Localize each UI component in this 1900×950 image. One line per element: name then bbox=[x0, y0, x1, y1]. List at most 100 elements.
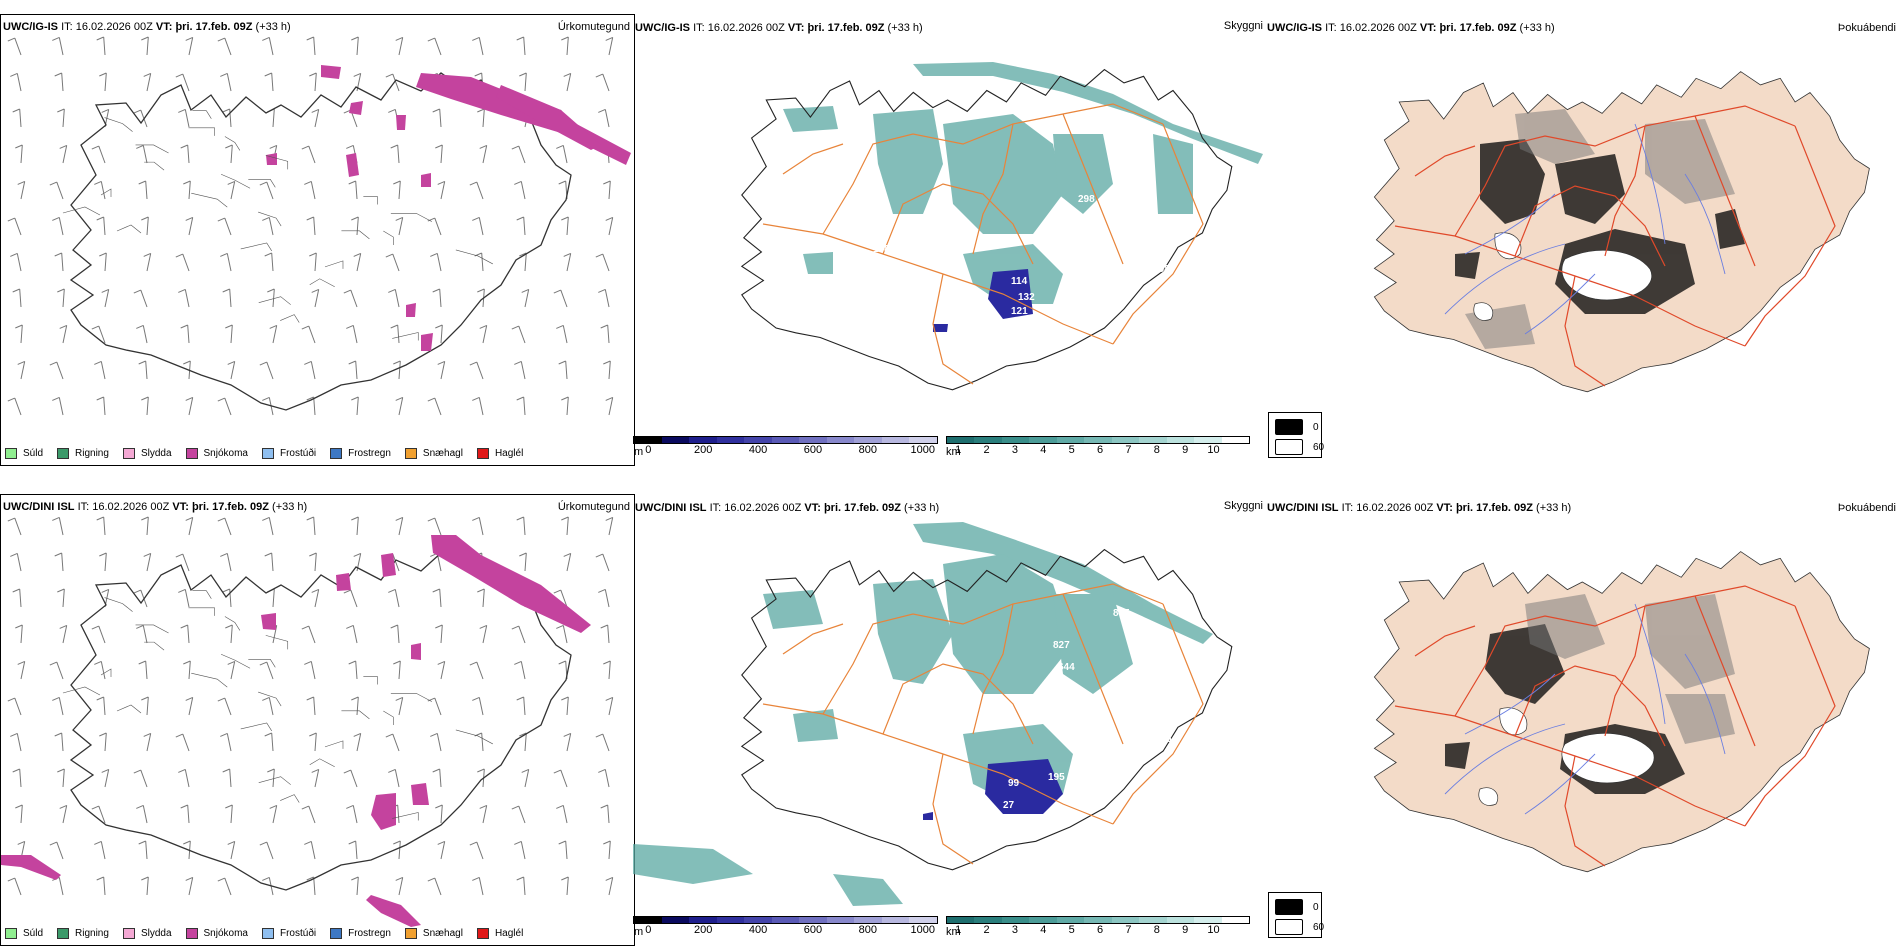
wind-barb-icon bbox=[259, 361, 267, 366]
wind-barb-icon bbox=[264, 252, 272, 257]
wind-barb-icon bbox=[19, 108, 22, 128]
legend-swatch bbox=[57, 448, 70, 459]
wind-barb-icon bbox=[511, 145, 519, 150]
wind-barb-icon bbox=[437, 180, 445, 185]
wind-barb-icon bbox=[141, 36, 149, 41]
wind-barb-icon bbox=[608, 697, 614, 716]
colorbar-tick-label: 7 bbox=[1125, 444, 1132, 456]
wind-barb-icon bbox=[229, 588, 232, 608]
wind-barb-icon bbox=[20, 181, 26, 200]
wind-barb-icon bbox=[605, 216, 613, 221]
wind-barb-icon bbox=[96, 396, 104, 401]
wind-barb-icon bbox=[182, 73, 190, 92]
wind-barb-icon bbox=[437, 840, 445, 845]
wind-barb-icon bbox=[142, 145, 148, 164]
wind-barb-icon bbox=[440, 181, 446, 200]
wind-barb-icon bbox=[310, 661, 316, 680]
colorbar-tick-label: 600 bbox=[803, 444, 823, 456]
precip-type-legend: Súld Rigning Slydda Snjókoma Frostúði Fr… bbox=[5, 448, 537, 459]
wind-barb-icon bbox=[607, 624, 610, 644]
wind-barb-icon bbox=[56, 361, 64, 380]
wind-barb-icon bbox=[560, 289, 568, 308]
wind-barb-icon bbox=[311, 588, 319, 593]
wind-barb-icon bbox=[138, 660, 146, 665]
wind-barb-icon bbox=[311, 768, 319, 773]
wind-barb-icon bbox=[100, 661, 106, 680]
wind-barb-icon bbox=[558, 360, 566, 365]
wind-barb-icon bbox=[230, 144, 233, 164]
wind-barb-icon bbox=[392, 73, 400, 92]
wind-barb-icon bbox=[272, 288, 275, 308]
wind-barb-icon bbox=[521, 288, 529, 293]
wind-barb-icon bbox=[427, 517, 435, 522]
visibility-value-label: 121 bbox=[1011, 306, 1028, 317]
wind-barb-icon bbox=[267, 288, 275, 293]
visibility-value-label: 132 bbox=[1018, 292, 1035, 303]
wind-barb-icon bbox=[524, 252, 527, 272]
legend-item: Frostregn bbox=[330, 928, 391, 939]
legend-swatch bbox=[185, 928, 198, 939]
wind-barb-icon bbox=[12, 108, 20, 113]
wind-barb-icon bbox=[351, 396, 359, 401]
wind-barb-icon bbox=[188, 660, 191, 680]
wind-barb-icon bbox=[52, 36, 60, 41]
wind-barb-icon bbox=[54, 72, 62, 77]
wind-barb-icon bbox=[482, 805, 488, 824]
panel-type-label: Úrkomutegund bbox=[557, 21, 630, 33]
wind-barb-icon bbox=[62, 768, 65, 788]
wind-barb-icon bbox=[103, 696, 106, 716]
colorbar-strip bbox=[946, 436, 1250, 444]
wind-barb-icon bbox=[607, 324, 610, 344]
wind-barb-icon bbox=[10, 252, 18, 257]
wind-barb-icon bbox=[91, 145, 99, 150]
wind-barb-icon bbox=[103, 876, 106, 896]
wind-barb-icon bbox=[350, 589, 358, 608]
wind-barb-icon bbox=[595, 733, 603, 738]
precip-map bbox=[1, 516, 614, 927]
wind-barb-icon bbox=[394, 589, 400, 608]
wind-barb-icon bbox=[141, 516, 149, 521]
wind-barb-icon bbox=[516, 516, 524, 521]
wind-barb-icon bbox=[15, 804, 23, 809]
wind-barb-icon bbox=[398, 397, 404, 416]
fog-map bbox=[1373, 71, 1870, 393]
colorbar-tick-label: 3 bbox=[1011, 444, 1018, 456]
wind-barb-icon bbox=[390, 324, 398, 329]
wind-barb-icon bbox=[306, 36, 314, 41]
wind-barb-icon bbox=[224, 697, 232, 716]
wind-barb-icon bbox=[553, 769, 561, 774]
wind-barb-icon bbox=[52, 396, 60, 401]
legend-item: Haglél bbox=[476, 448, 523, 459]
wind-barb-icon bbox=[356, 216, 359, 236]
wind-barb-icon bbox=[101, 588, 109, 593]
wind-barb-icon bbox=[57, 288, 65, 293]
visibility-value-label: 895 bbox=[1113, 608, 1130, 619]
wind-barb-icon bbox=[436, 253, 442, 272]
wind-barb-icon bbox=[356, 876, 359, 896]
wind-barb-icon bbox=[439, 288, 442, 308]
wind-barb-icon bbox=[184, 109, 190, 128]
colorbar-tick-label: 400 bbox=[748, 924, 768, 936]
wind-barb-icon bbox=[96, 516, 104, 521]
wind-barb-icon bbox=[59, 804, 67, 809]
wind-barb-icon bbox=[100, 841, 106, 860]
wind-barb-icon bbox=[398, 217, 404, 236]
wind-barb-icon bbox=[224, 877, 232, 896]
wind-barb-icon bbox=[98, 325, 106, 344]
wind-barb-icon bbox=[49, 841, 57, 846]
wind-barb-icon bbox=[516, 876, 524, 881]
wind-barb-icon bbox=[188, 397, 194, 416]
wind-barb-icon bbox=[440, 624, 443, 644]
wind-barb-icon bbox=[598, 288, 606, 293]
wind-barb-icon bbox=[565, 360, 568, 380]
wind-barb-icon bbox=[313, 876, 316, 896]
wind-barb-icon bbox=[178, 288, 186, 293]
wind-barb-icon bbox=[314, 769, 320, 788]
wind-barb-icon bbox=[224, 517, 232, 536]
wind-barb-icon bbox=[427, 217, 435, 222]
wind-barb-icon bbox=[178, 768, 186, 773]
panel-title: UWC/DINI ISL IT: 16.02.2026 00Z VT: þri.… bbox=[635, 502, 940, 514]
wind-barb-icon bbox=[518, 805, 526, 824]
wind-barb-icon bbox=[355, 360, 358, 380]
visibility-value-label: 114 bbox=[1011, 276, 1028, 287]
